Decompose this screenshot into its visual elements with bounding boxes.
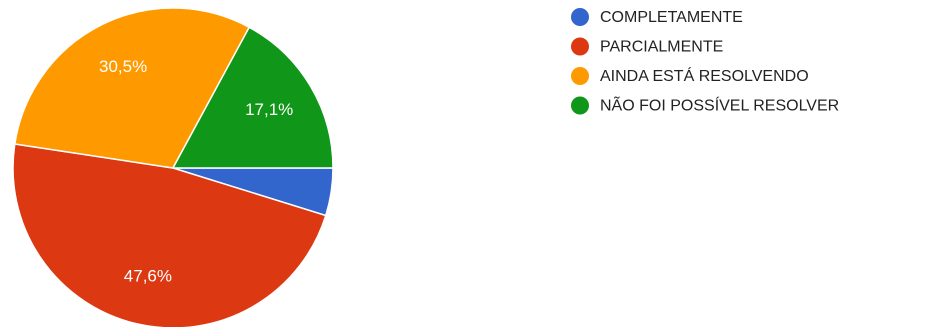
legend-item-ainda-esta-resolvendo[interactable]: AINDA ESTÁ RESOLVENDO (571, 66, 809, 85)
legend: COMPLETAMENTE PARCIALMENTE AINDA ESTÁ RESO… (571, 8, 839, 115)
legend-swatch (571, 8, 589, 26)
legend-item-nao-foi-possivel-resolver[interactable]: NÃO FOI POSSÍVEL RESOLVER (571, 95, 839, 115)
legend-swatch (571, 96, 589, 115)
slice-label-nao-foi-possivel-resolver: 17,1% (245, 100, 293, 119)
pie-slices (12, 7, 334, 327)
slice-label-parcialmente: 47,6% (124, 267, 172, 286)
pie-slice-parcialmente[interactable] (12, 143, 327, 327)
legend-item-parcialmente[interactable]: PARCIALMENTE (571, 37, 723, 56)
legend-label: COMPLETAMENTE (600, 9, 743, 26)
pie-slice-ainda-esta-resolvendo[interactable] (13, 7, 251, 169)
slice-label-ainda-esta-resolvendo: 30,5% (99, 57, 147, 76)
legend-item-completamente[interactable]: COMPLETAMENTE (571, 8, 743, 26)
legend-swatch (571, 67, 589, 85)
legend-label: PARCIALMENTE (600, 39, 723, 56)
legend-label: AINDA ESTÁ RESOLVENDO (600, 66, 809, 85)
pie-slice-labels: 47,6% 30,5% 17,1% (99, 57, 293, 285)
legend-label: NÃO FOI POSSÍVEL RESOLVER (600, 95, 839, 115)
legend-swatch (571, 37, 589, 56)
pie-slice-nao-foi-possivel-resolver[interactable] (171, 26, 334, 169)
